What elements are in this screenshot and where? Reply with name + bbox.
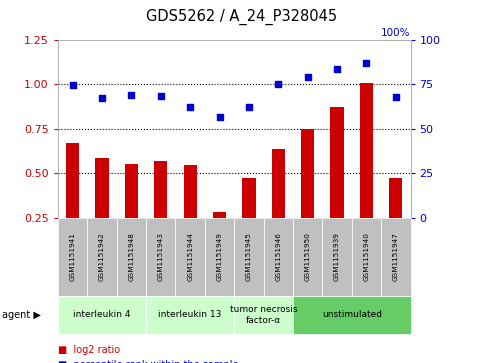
- Bar: [323, 218, 352, 296]
- Point: [69, 82, 76, 88]
- Bar: [272, 149, 285, 218]
- Point: [392, 94, 400, 100]
- Point: [186, 104, 194, 110]
- Text: tumor necrosis
factor-α: tumor necrosis factor-α: [230, 305, 298, 325]
- Text: interleukin 4: interleukin 4: [73, 310, 131, 319]
- Bar: [360, 83, 373, 218]
- Bar: [58, 218, 87, 296]
- Text: GSM1151947: GSM1151947: [393, 232, 399, 281]
- Bar: [234, 218, 264, 296]
- Text: GSM1151942: GSM1151942: [99, 232, 105, 281]
- Point: [98, 95, 106, 101]
- Text: GSM1151941: GSM1151941: [70, 232, 76, 281]
- Text: unstimulated: unstimulated: [322, 310, 382, 319]
- Text: interleukin 13: interleukin 13: [158, 310, 222, 319]
- Bar: [205, 218, 234, 296]
- Text: ■  percentile rank within the sample: ■ percentile rank within the sample: [58, 360, 239, 363]
- Point: [304, 74, 312, 80]
- Text: GSM1151946: GSM1151946: [275, 232, 281, 281]
- Text: GSM1151948: GSM1151948: [128, 232, 134, 281]
- Bar: [352, 218, 381, 296]
- Text: GSM1151944: GSM1151944: [187, 232, 193, 281]
- Bar: [293, 218, 323, 296]
- Point: [128, 92, 135, 98]
- Bar: [213, 212, 226, 218]
- Bar: [96, 158, 109, 218]
- Bar: [264, 218, 293, 296]
- Text: GSM1151943: GSM1151943: [158, 232, 164, 281]
- Bar: [301, 129, 314, 218]
- Bar: [146, 218, 175, 296]
- Bar: [389, 178, 402, 218]
- Bar: [125, 164, 138, 218]
- Bar: [381, 218, 411, 296]
- Point: [157, 93, 165, 99]
- Text: 100%: 100%: [381, 28, 411, 38]
- Bar: [66, 143, 79, 218]
- Text: GSM1151949: GSM1151949: [216, 232, 223, 281]
- Bar: [117, 218, 146, 296]
- Text: GDS5262 / A_24_P328045: GDS5262 / A_24_P328045: [146, 9, 337, 25]
- Point: [274, 82, 282, 87]
- Bar: [330, 107, 344, 218]
- Bar: [175, 218, 205, 296]
- Text: GSM1151950: GSM1151950: [305, 232, 311, 281]
- Bar: [87, 218, 117, 296]
- Text: GSM1151940: GSM1151940: [364, 232, 369, 281]
- Point: [216, 114, 224, 120]
- Point: [333, 66, 341, 72]
- Bar: [154, 161, 168, 218]
- Text: ■  log2 ratio: ■ log2 ratio: [58, 344, 120, 355]
- Bar: [242, 178, 256, 218]
- Point: [245, 104, 253, 110]
- Text: GSM1151945: GSM1151945: [246, 232, 252, 281]
- Text: agent ▶: agent ▶: [2, 310, 41, 320]
- Bar: [184, 165, 197, 218]
- Point: [363, 60, 370, 66]
- Text: GSM1151939: GSM1151939: [334, 232, 340, 281]
